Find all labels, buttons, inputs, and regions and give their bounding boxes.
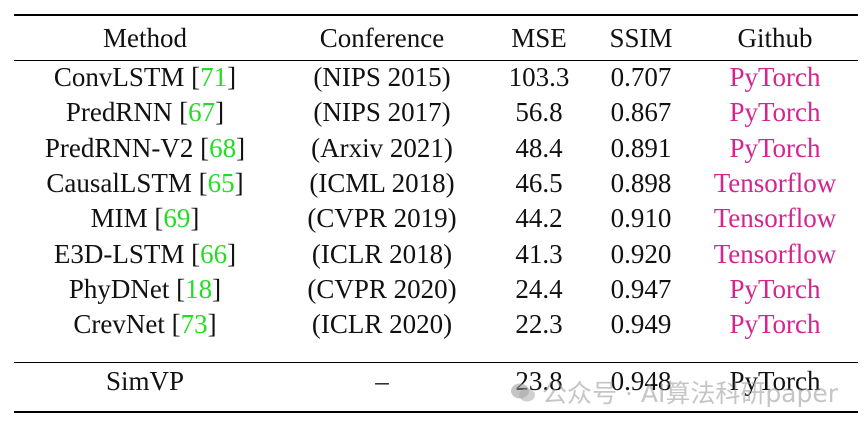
method-cell: PhyDNet [18] <box>14 272 276 307</box>
method-cell: E3D-LSTM [66] <box>14 236 276 271</box>
method-cell: ConvLSTM [71] <box>14 60 276 95</box>
citation-link[interactable]: 67 <box>188 97 216 128</box>
mse-cell: 48.4 <box>515 132 563 163</box>
conference-cell: – <box>375 365 389 396</box>
citation-link[interactable]: 66 <box>200 238 228 269</box>
citation-bracket-open: [ <box>154 203 164 234</box>
midrule <box>14 362 858 363</box>
method-cell: SimVP <box>105 365 185 396</box>
citation-bracket-close: ] <box>236 132 246 163</box>
top-rule <box>14 14 858 16</box>
conference-cell: (NIPS 2017) <box>313 97 451 128</box>
mse-cell: 41.3 <box>515 238 563 269</box>
wechat-icon <box>511 383 535 402</box>
citation-bracket-close: ] <box>227 238 237 269</box>
mse-cell: 24.4 <box>515 273 563 304</box>
table-row-simvp: SimVP – 23.8 0.948 PyTorch <box>14 356 858 406</box>
ssim-cell: 0.867 <box>610 97 672 128</box>
citation-bracket-close: ] <box>190 203 200 234</box>
header-github: Github <box>737 22 813 53</box>
citation-bracket-open: [ <box>191 62 201 93</box>
github-link[interactable]: Tensorflow <box>713 168 837 199</box>
conference-cell: (Arxiv 2021) <box>311 132 453 163</box>
citation-link[interactable]: 68 <box>209 132 237 163</box>
conference-cell: (NIPS 2015) <box>313 62 451 93</box>
citation-bracket-close: ] <box>227 62 237 93</box>
header-conference: Conference <box>319 22 445 53</box>
conference-cell: (CVPR 2019) <box>307 203 457 234</box>
table-row: CrevNet [73] (ICLR 2020) 22.3 0.949 PyTorch <box>14 307 858 342</box>
method-cell: MIM [69] <box>14 201 276 236</box>
method-name: E3D-LSTM <box>53 238 185 269</box>
ssim-cell: 0.947 <box>610 273 672 304</box>
method-cell: PredRNN-V2 [68] <box>14 131 276 166</box>
method-cell: CausalLSTM [65] <box>14 166 276 201</box>
citation-link[interactable]: 73 <box>180 309 208 340</box>
table-row: E3D-LSTM [66] (ICLR 2018) 41.3 0.920 Tensorf… <box>14 236 858 271</box>
citation-bracket-close: ] <box>212 273 222 304</box>
ssim-cell: 0.707 <box>610 62 672 93</box>
mse-cell: 46.5 <box>515 168 563 199</box>
method-name: PhyDNet <box>68 273 170 304</box>
github-link[interactable]: Tensorflow <box>713 203 837 234</box>
github-link[interactable]: PyTorch <box>729 309 821 340</box>
citation-bracket-open: [ <box>171 309 181 340</box>
header-row: Method Conference MSE SSIM Github <box>14 16 858 60</box>
citation-bracket-open: [ <box>191 238 201 269</box>
github-link[interactable]: PyTorch <box>729 273 821 304</box>
header-ssim: SSIM <box>609 22 673 53</box>
conference-cell: (ICLR 2018) <box>311 238 453 269</box>
method-name: ConvLSTM <box>53 62 185 93</box>
github-link[interactable]: PyTorch <box>729 62 821 93</box>
citation-link[interactable]: 71 <box>200 62 228 93</box>
conference-cell: (ICLR 2020) <box>311 309 453 340</box>
ssim-cell: 0.948 <box>610 365 672 396</box>
ssim-cell: 0.891 <box>610 132 672 163</box>
watermark-text: 公众号 · AI算法科研paper <box>542 379 839 408</box>
citation-bracket-open: [ <box>179 97 189 128</box>
ssim-cell: 0.949 <box>610 309 672 340</box>
conference-cell: (ICML 2018) <box>309 168 455 199</box>
ssim-cell: 0.920 <box>610 238 672 269</box>
method-name: MIM <box>90 203 148 234</box>
citation-bracket-open: [ <box>176 273 186 304</box>
citation-link[interactable]: 18 <box>185 273 213 304</box>
header-rule <box>14 60 858 61</box>
table-row: PhyDNet [18] (CVPR 2020) 24.4 0.947 PyTorch <box>14 272 858 307</box>
conference-cell: (CVPR 2020) <box>307 273 457 304</box>
method-name: PredRNN <box>65 97 173 128</box>
ssim-cell: 0.898 <box>610 168 672 199</box>
github-cell: PyTorch <box>729 365 821 396</box>
table-row: ConvLSTM [71] (NIPS 2015) 103.3 0.707 PyTorc… <box>14 60 858 95</box>
header-mse: MSE <box>511 22 567 53</box>
citation-bracket-open: [ <box>198 168 208 199</box>
github-link[interactable]: PyTorch <box>729 132 821 163</box>
ssim-cell: 0.910 <box>610 203 672 234</box>
method-cell: PredRNN [67] <box>14 95 276 130</box>
table-row: MIM [69] (CVPR 2019) 44.2 0.910 Tensorflow <box>14 201 858 236</box>
mse-cell: 44.2 <box>515 203 563 234</box>
watermark: 公众号 · AI算法科研paper <box>510 374 838 410</box>
table-row: PredRNN-V2 [68] (Arxiv 2021) 48.4 0.891 PyTo… <box>14 131 858 166</box>
citation-link[interactable]: 69 <box>163 203 191 234</box>
citation-bracket-close: ] <box>207 309 217 340</box>
mse-cell: 103.3 <box>508 62 570 93</box>
method-name: PredRNN-V2 <box>44 132 194 163</box>
github-link[interactable]: PyTorch <box>729 97 821 128</box>
citation-bracket-open: [ <box>200 132 210 163</box>
citation-link[interactable]: 65 <box>207 168 235 199</box>
method-name: CausalLSTM <box>46 168 192 199</box>
method-name: CrevNet <box>73 309 165 340</box>
github-link[interactable]: Tensorflow <box>713 238 837 269</box>
table-row: PredRNN [67] (NIPS 2017) 56.8 0.867 PyTorch <box>14 95 858 130</box>
results-table: Method Conference MSE SSIM Github ConvLS… <box>14 16 858 406</box>
bottom-rule <box>14 411 858 413</box>
table-row: CausalLSTM [65] (ICML 2018) 46.5 0.898 Tenso… <box>14 166 858 201</box>
mse-cell: 56.8 <box>515 97 563 128</box>
header-method: Method <box>103 22 187 53</box>
citation-bracket-close: ] <box>215 97 225 128</box>
citation-bracket-close: ] <box>234 168 244 199</box>
mse-cell: 22.3 <box>515 309 563 340</box>
method-cell: CrevNet [73] <box>14 307 276 342</box>
